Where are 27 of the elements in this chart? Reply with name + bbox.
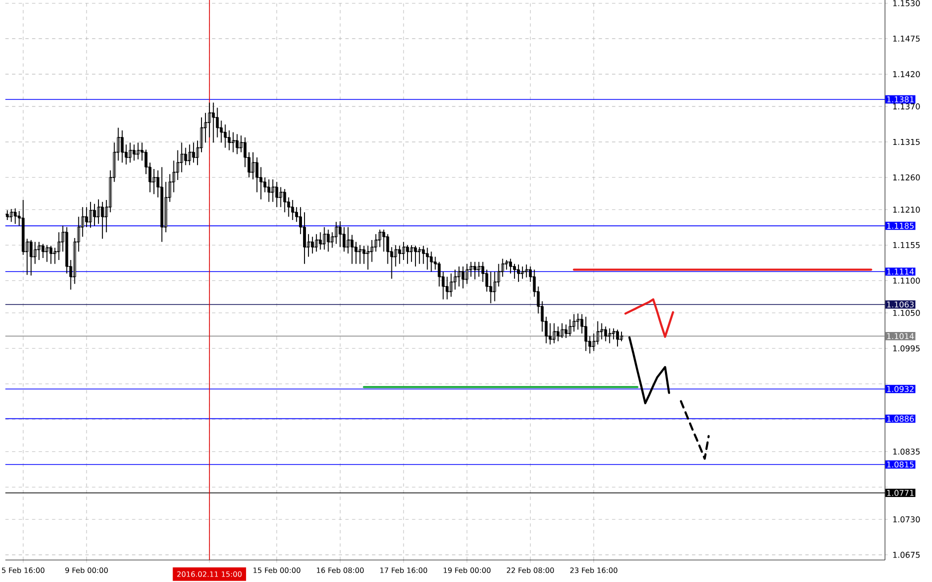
y-tick-label: 1.1370 — [893, 103, 920, 110]
y-tick-label: 1.1050 — [893, 310, 920, 316]
candlestick — [489, 271, 492, 304]
ref-line-label: 1.1114 — [887, 268, 914, 275]
y-tick-label: 1.1475 — [893, 36, 920, 42]
ref-line-label: 1.0932 — [887, 386, 914, 392]
ref-line-label: 1.0771 — [887, 490, 914, 496]
ref-line-label: 1.1185 — [887, 222, 914, 229]
line-series — [628, 336, 670, 404]
y-tick-label: 1.1260 — [893, 174, 920, 180]
y-tick-label: 1.1155 — [893, 242, 920, 248]
y-tick-label: 1.0675 — [893, 552, 920, 558]
y-tick-label: 1.1530 — [893, 0, 920, 6]
candlestick — [14, 208, 17, 224]
y-tick-label: 1.1210 — [893, 206, 920, 213]
y-tick-label: 1.1100 — [893, 278, 920, 284]
y-tick-label: 1.1420 — [893, 71, 920, 78]
y-tick-label: 1.1315 — [893, 138, 920, 145]
ref-line-label: 1.1063 — [887, 301, 914, 308]
ref-line-label: 1.1014 — [887, 333, 914, 340]
y-tick-label: 1.0835 — [893, 448, 920, 455]
y-tick-label: 1.0730 — [893, 516, 920, 522]
ref-line-label: 1.0815 — [887, 461, 914, 468]
ref-line-label: 1.1381 — [887, 96, 914, 102]
candlestick — [224, 124, 227, 148]
ref-line-label: 1.0886 — [887, 416, 914, 422]
y-tick-label: 1.0995 — [893, 345, 920, 352]
